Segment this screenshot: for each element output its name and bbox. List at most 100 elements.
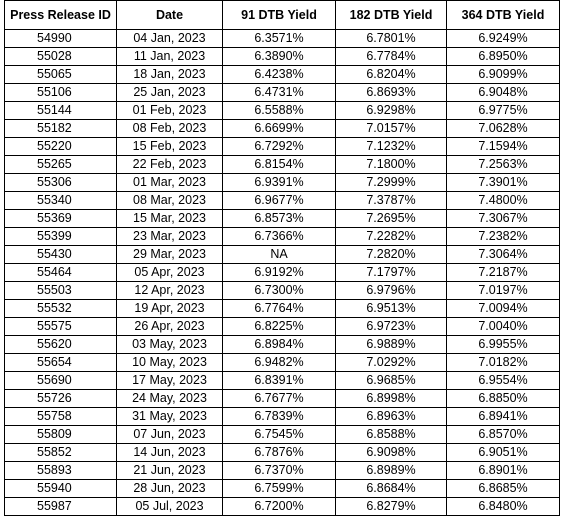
date-cell: 15 Mar, 2023 <box>116 209 223 228</box>
table-row: 55065 18 Jan, 2023 6.4238% 6.8204% 6.9099% <box>4 65 560 84</box>
yield-364-cell: 6.9048% <box>446 83 560 102</box>
table-row: 55028 11 Jan, 2023 6.3890% 6.7784% 6.8950% <box>4 47 560 66</box>
press-release-id-cell: 55464 <box>4 263 117 282</box>
yield-182-cell: 6.8279% <box>335 497 447 516</box>
table-row: 55265 22 Feb, 2023 6.8154% 7.1800% 7.2563% <box>4 155 560 174</box>
yield-364-cell: 7.3064% <box>446 245 560 264</box>
date-cell: 05 Jul, 2023 <box>116 497 223 516</box>
press-release-id-cell: 55503 <box>4 281 117 300</box>
table-row: 55726 24 May, 2023 6.7677% 6.8998% 6.8850% <box>4 389 560 408</box>
press-release-id-cell: 55399 <box>4 227 117 246</box>
yield-182-cell: 7.1800% <box>335 155 447 174</box>
table-row: 55575 26 Apr, 2023 6.8225% 6.9723% 7.0040% <box>4 317 560 336</box>
date-cell: 15 Feb, 2023 <box>116 137 223 156</box>
table-row: 55464 05 Apr, 2023 6.9192% 7.1797% 7.2187% <box>4 263 560 282</box>
table-row: 55220 15 Feb, 2023 6.7292% 7.1232% 7.1594% <box>4 137 560 156</box>
yield-364-cell: 7.2187% <box>446 263 560 282</box>
press-release-id-cell: 55690 <box>4 371 117 390</box>
yield-182-cell: 7.0157% <box>335 119 447 138</box>
date-cell: 08 Feb, 2023 <box>116 119 223 138</box>
press-release-id-cell: 55758 <box>4 407 117 426</box>
yield-91-cell: NA <box>222 245 336 264</box>
yield-91-cell: 6.7292% <box>222 137 336 156</box>
table-row: 55940 28 Jun, 2023 6.7599% 6.8684% 6.8685% <box>4 479 560 498</box>
date-cell: 21 Jun, 2023 <box>116 461 223 480</box>
yield-364-cell: 7.0040% <box>446 317 560 336</box>
yield-182-cell: 6.8998% <box>335 389 447 408</box>
press-release-id-cell: 55654 <box>4 353 117 372</box>
yield-182-cell: 6.8693% <box>335 83 447 102</box>
yield-364-cell: 6.8950% <box>446 47 560 66</box>
table-row: 55430 29 Mar, 2023 NA 7.2820% 7.3064% <box>4 245 560 264</box>
yield-91-cell: 6.7599% <box>222 479 336 498</box>
yield-364-cell: 6.8570% <box>446 425 560 444</box>
yield-91-cell: 6.8225% <box>222 317 336 336</box>
date-cell: 05 Apr, 2023 <box>116 263 223 282</box>
yield-364-cell: 7.3901% <box>446 173 560 192</box>
yield-364-cell: 6.8850% <box>446 389 560 408</box>
date-cell: 31 May, 2023 <box>116 407 223 426</box>
yield-364-cell: 7.2382% <box>446 227 560 246</box>
yield-364-cell: 6.8480% <box>446 497 560 516</box>
yield-182-cell: 7.2999% <box>335 173 447 192</box>
date-cell: 07 Jun, 2023 <box>116 425 223 444</box>
yield-364-cell: 7.3067% <box>446 209 560 228</box>
table-row: 55182 08 Feb, 2023 6.6699% 7.0157% 7.0628% <box>4 119 560 138</box>
press-release-id-cell: 55940 <box>4 479 117 498</box>
yield-91-cell: 6.9192% <box>222 263 336 282</box>
yield-182-cell: 6.9298% <box>335 101 447 120</box>
yield-91-cell: 6.8391% <box>222 371 336 390</box>
press-release-id-cell: 55144 <box>4 101 117 120</box>
date-cell: 19 Apr, 2023 <box>116 299 223 318</box>
press-release-id-cell: 55065 <box>4 65 117 84</box>
header-date: Date <box>116 0 223 30</box>
yield-182-cell: 6.9889% <box>335 335 447 354</box>
press-release-id-cell: 55220 <box>4 137 117 156</box>
yield-182-cell: 6.9723% <box>335 317 447 336</box>
dtb-yield-table: Press Release ID Date 91 DTB Yield 182 D… <box>4 0 560 516</box>
yield-182-cell: 6.8204% <box>335 65 447 84</box>
header-364-dtb-yield: 364 DTB Yield <box>446 0 560 30</box>
date-cell: 10 May, 2023 <box>116 353 223 372</box>
table-row: 55690 17 May, 2023 6.8391% 6.9685% 6.9554% <box>4 371 560 390</box>
header-182-dtb-yield: 182 DTB Yield <box>335 0 447 30</box>
yield-182-cell: 6.7784% <box>335 47 447 66</box>
yield-364-cell: 6.9051% <box>446 443 560 462</box>
table-row: 54990 04 Jan, 2023 6.3571% 6.7801% 6.9249% <box>4 29 560 48</box>
yield-182-cell: 7.1232% <box>335 137 447 156</box>
date-cell: 22 Feb, 2023 <box>116 155 223 174</box>
yield-91-cell: 6.7839% <box>222 407 336 426</box>
press-release-id-cell: 55809 <box>4 425 117 444</box>
press-release-id-cell: 55369 <box>4 209 117 228</box>
date-cell: 03 May, 2023 <box>116 335 223 354</box>
yield-182-cell: 7.1797% <box>335 263 447 282</box>
yield-182-cell: 6.9098% <box>335 443 447 462</box>
press-release-id-cell: 55430 <box>4 245 117 264</box>
yield-364-cell: 6.9554% <box>446 371 560 390</box>
table-row: 55106 25 Jan, 2023 6.4731% 6.8693% 6.9048% <box>4 83 560 102</box>
table-row: 55893 21 Jun, 2023 6.7370% 6.8989% 6.8901% <box>4 461 560 480</box>
yield-364-cell: 6.9099% <box>446 65 560 84</box>
yield-91-cell: 6.7300% <box>222 281 336 300</box>
yield-91-cell: 6.7370% <box>222 461 336 480</box>
press-release-id-cell: 55987 <box>4 497 117 516</box>
press-release-id-cell: 54990 <box>4 29 117 48</box>
yield-182-cell: 7.2695% <box>335 209 447 228</box>
yield-364-cell: 7.4800% <box>446 191 560 210</box>
press-release-id-cell: 55340 <box>4 191 117 210</box>
press-release-id-cell: 55852 <box>4 443 117 462</box>
yield-91-cell: 6.8984% <box>222 335 336 354</box>
date-cell: 01 Feb, 2023 <box>116 101 223 120</box>
press-release-id-cell: 55182 <box>4 119 117 138</box>
yield-91-cell: 6.7677% <box>222 389 336 408</box>
yield-91-cell: 6.4238% <box>222 65 336 84</box>
table-row: 55144 01 Feb, 2023 6.5588% 6.9298% 6.9775% <box>4 101 560 120</box>
yield-182-cell: 6.7801% <box>335 29 447 48</box>
table-row: 55852 14 Jun, 2023 6.7876% 6.9098% 6.9051% <box>4 443 560 462</box>
yield-182-cell: 6.9685% <box>335 371 447 390</box>
yield-91-cell: 6.7764% <box>222 299 336 318</box>
press-release-id-cell: 55620 <box>4 335 117 354</box>
date-cell: 11 Jan, 2023 <box>116 47 223 66</box>
yield-182-cell: 6.8989% <box>335 461 447 480</box>
date-cell: 08 Mar, 2023 <box>116 191 223 210</box>
